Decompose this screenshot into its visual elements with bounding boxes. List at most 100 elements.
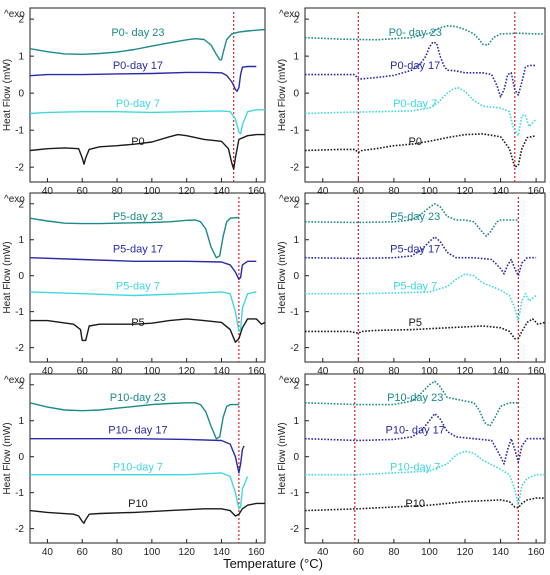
x-tick-label: 160 bbox=[528, 186, 545, 197]
y-tick-label: 1 bbox=[18, 235, 24, 246]
y-tick-label: 1 bbox=[18, 52, 24, 63]
series-line bbox=[304, 86, 537, 137]
x-tick-label: 160 bbox=[528, 366, 545, 377]
series-label: P10-day 7 bbox=[113, 461, 163, 473]
x-tick-label: 140 bbox=[213, 366, 230, 377]
x-axis-label: Temperature (°C) bbox=[223, 556, 323, 571]
series-line bbox=[30, 438, 245, 474]
y-tick-label: 0 bbox=[293, 89, 299, 100]
x-tick-label: 40 bbox=[317, 547, 329, 558]
series-label: P0-day 7 bbox=[116, 98, 160, 110]
x-tick-label: 80 bbox=[111, 186, 123, 197]
series-label: P0 bbox=[408, 136, 421, 148]
x-tick-label: 80 bbox=[388, 366, 400, 377]
series-label: P10- day 17 bbox=[386, 424, 445, 436]
y-tick-label: -2 bbox=[290, 524, 299, 535]
series-line bbox=[29, 28, 266, 61]
series-line bbox=[29, 65, 257, 92]
y-tick-label: 0 bbox=[18, 271, 24, 282]
series-label: P5-day 17 bbox=[390, 243, 440, 255]
series-label: P0 bbox=[131, 136, 144, 148]
y-tick-label: 1 bbox=[293, 52, 299, 63]
x-tick-label: 140 bbox=[492, 366, 509, 377]
x-tick-label: 140 bbox=[213, 186, 230, 197]
series-line bbox=[304, 497, 545, 512]
series-label: P10-day 23 bbox=[110, 392, 166, 404]
series-line bbox=[29, 502, 265, 524]
y-axis-label: Heat Flow (mW) bbox=[277, 59, 288, 131]
y-tick-label: -1 bbox=[15, 126, 24, 137]
panel-middle-right: 40 60 80 100 120 140 160 -2 -1 0 1 2^exo Heat Flow (… bbox=[277, 192, 546, 377]
exo-label: ^exo bbox=[279, 9, 300, 20]
plot-frame bbox=[29, 373, 266, 544]
series-label: P10-day 23 bbox=[387, 392, 443, 404]
plot-frame bbox=[304, 7, 546, 183]
y-axis-label: Heat Flow (mW) bbox=[277, 422, 288, 494]
series-line bbox=[305, 41, 537, 98]
x-tick-label: 40 bbox=[317, 186, 329, 197]
x-tick-label: 60 bbox=[77, 547, 89, 558]
series-line bbox=[30, 318, 266, 343]
x-tick-label: 80 bbox=[111, 366, 123, 377]
y-tick-label: 2 bbox=[293, 199, 299, 210]
x-tick-label: 100 bbox=[144, 547, 161, 558]
series-line bbox=[305, 450, 545, 506]
y-tick-label: 1 bbox=[18, 416, 24, 427]
x-tick-label: 160 bbox=[248, 547, 265, 558]
y-tick-label: -1 bbox=[290, 126, 299, 137]
panel-middle-left: 40 60 80 100 120 140 160 -2 -1 0 1 2^exo Heat Flow (… bbox=[2, 192, 266, 377]
y-axis-label: Heat Flow (mW) bbox=[2, 422, 13, 494]
y-tick-label: -2 bbox=[290, 343, 299, 354]
series-label: P5-day 7 bbox=[393, 280, 437, 292]
y-tick-label: -1 bbox=[290, 488, 299, 499]
x-tick-label: 40 bbox=[42, 366, 54, 377]
x-tick-label: 60 bbox=[353, 186, 365, 197]
x-tick-label: 60 bbox=[77, 366, 89, 377]
y-tick-label: 2 bbox=[18, 380, 24, 391]
x-tick-label: 100 bbox=[421, 186, 438, 197]
y-tick-label: -2 bbox=[15, 343, 24, 354]
y-tick-label: 2 bbox=[293, 15, 299, 26]
x-tick-label: 40 bbox=[42, 186, 54, 197]
y-axis-label: Heat Flow (mW) bbox=[2, 59, 13, 131]
x-tick-label: 100 bbox=[144, 186, 161, 197]
series-line bbox=[29, 133, 265, 170]
x-tick-label: 160 bbox=[528, 547, 545, 558]
plot-frame bbox=[304, 192, 546, 363]
plot-frame bbox=[304, 373, 546, 544]
series-label: P10-day 7 bbox=[390, 461, 440, 473]
x-tick-label: 80 bbox=[111, 547, 123, 558]
x-tick-label: 100 bbox=[144, 366, 161, 377]
series-line bbox=[304, 236, 537, 277]
y-tick-label: 1 bbox=[293, 235, 299, 246]
y-tick-label: -2 bbox=[15, 163, 24, 174]
series-label: P5-day 23 bbox=[390, 211, 440, 223]
x-tick-label: 80 bbox=[388, 186, 400, 197]
series-line bbox=[305, 273, 537, 322]
x-tick-label: 60 bbox=[353, 366, 365, 377]
y-tick-label: 2 bbox=[18, 199, 24, 210]
x-tick-label: 40 bbox=[317, 366, 329, 377]
exo-label: ^exo bbox=[4, 9, 25, 20]
series-label: P0- day 23 bbox=[389, 27, 442, 39]
series-label: P0- day 23 bbox=[111, 27, 164, 39]
exo-label: ^exo bbox=[4, 375, 25, 386]
y-tick-label: -1 bbox=[15, 307, 24, 318]
y-tick-label: 2 bbox=[18, 15, 24, 26]
exo-label: ^exo bbox=[279, 375, 300, 386]
series-line bbox=[304, 380, 519, 427]
y-tick-label: 0 bbox=[18, 89, 24, 100]
y-tick-label: -1 bbox=[290, 307, 299, 318]
series-label: P5 bbox=[131, 317, 144, 329]
series-line bbox=[30, 472, 249, 510]
x-tick-label: 60 bbox=[353, 547, 365, 558]
x-tick-label: 140 bbox=[213, 547, 230, 558]
series-label: P10 bbox=[405, 498, 425, 510]
y-tick-label: 1 bbox=[293, 416, 299, 427]
y-tick-label: -1 bbox=[15, 488, 24, 499]
plot-frame bbox=[29, 192, 266, 363]
series-label: P5-day 23 bbox=[113, 211, 163, 223]
series-line bbox=[304, 25, 545, 46]
series-line bbox=[304, 133, 537, 168]
